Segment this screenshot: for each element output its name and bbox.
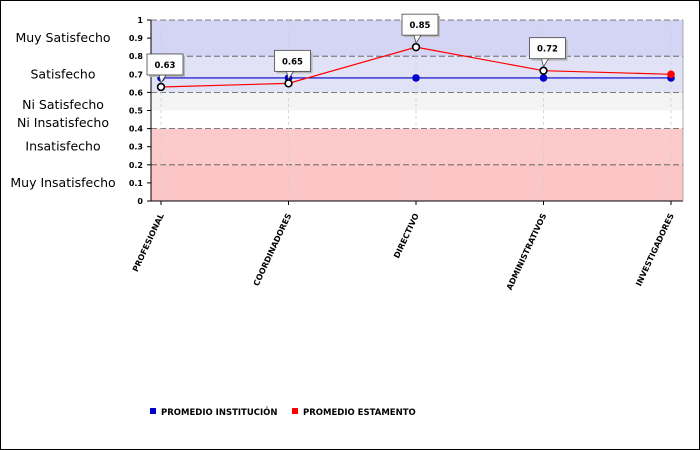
callout-coordinadores: 0.65 [274,49,313,81]
band-muy-insatisfecho [151,164,683,201]
callout-profesional: 0.63 [146,53,185,84]
legend: PROMEDIO INSTITUCIÓN PROMEDIO ESTAMENTO [150,406,416,418]
x-tick-investigadores: INVESTIGADORES [634,212,676,288]
axes [147,19,684,205]
y-tick-0-9: 0.9 [129,34,144,43]
legend-label-promedio-institucion: PROMEDIO INSTITUCIÓN [161,406,277,418]
band-insatisfecho [151,128,683,165]
band-label-ni-insatisfecho: Ni Insatisfecho [17,115,109,130]
y-tick-1: 1 [137,16,143,25]
y-tick-0-3: 0.3 [129,143,143,152]
x-tick-administrativos: ADMINISTRATIVOS [505,212,549,292]
callout-text-profesional: 0.63 [155,61,176,71]
point-promedio-institucion-directivo [412,74,420,82]
y-tick-0-6: 0.6 [129,88,144,97]
point-promedio-estamento-directivo [411,42,421,52]
callout-administrativos: 0.72 [529,37,568,68]
callout-directivo: 0.85 [401,13,440,45]
point-promedio-estamento-profesional [156,82,166,92]
band-ni-insatisfecho [151,110,683,129]
y-tick-0-7: 0.7 [129,70,143,79]
callout-text-directivo: 0.85 [410,21,431,31]
point-promedio-estamento-administrativos [539,66,548,75]
callout-box-directivo [401,13,439,36]
series [156,42,675,92]
callout-box-coordinadores [274,49,311,72]
point-promedio-estamento-coordinadores [284,79,293,88]
y-tick-labels: 0 0.1 0.2 0.3 0.4 0.5 0.6 0.7 0.8 0.9 1 [129,16,144,206]
legend-swatch-promedio-estamento [292,408,298,414]
y-tick-0-2: 0.2 [129,161,143,170]
band-label-muy-insatisfecho: Muy Insatisfecho [10,175,115,190]
y-tick-0-5: 0.5 [129,107,144,116]
y-tick-0: 0 [137,197,143,206]
legend-swatch-promedio-institucion [150,408,156,414]
band-label-insatisfecho: Insatisfecho [25,139,100,154]
x-tick-profesional: PROFESIONAL [131,212,166,273]
point-promedio-estamento-investigadores [667,70,675,79]
y-tick-0-4: 0.4 [129,125,144,134]
x-tick-coordinadores: COORDINADORES [252,212,294,288]
x-tick-directivo: DIRECTIVO [392,212,421,260]
callout-box-profesional [146,53,184,76]
band-labels: Muy Satisfecho Satisfecho Ni Satisfecho Ni … [10,30,115,190]
x-tick-labels: PROFESIONAL COORDINADORES DIRECTIVO ADMINIS… [131,212,676,292]
band-ni-satisfecho [151,92,683,111]
callout-box-administrativos [529,37,566,60]
band-label-satisfecho: Satisfecho [30,66,95,81]
callout-text-coordinadores: 0.65 [282,57,303,67]
legend-label-promedio-estamento: PROMEDIO ESTAMENTO [303,408,416,418]
y-tick-0-8: 0.8 [129,52,144,61]
value-callouts: 0.63 0.65 0.85 0.72 [146,13,568,84]
band-label-ni-satisfecho: Ni Satisfecho [22,97,104,112]
callout-text-administrativos: 0.72 [537,45,558,55]
y-tick-0-1: 0.1 [129,179,144,188]
band-label-muy-satisfecho: Muy Satisfecho [15,30,110,45]
point-promedio-institucion-administrativos [539,74,548,82]
